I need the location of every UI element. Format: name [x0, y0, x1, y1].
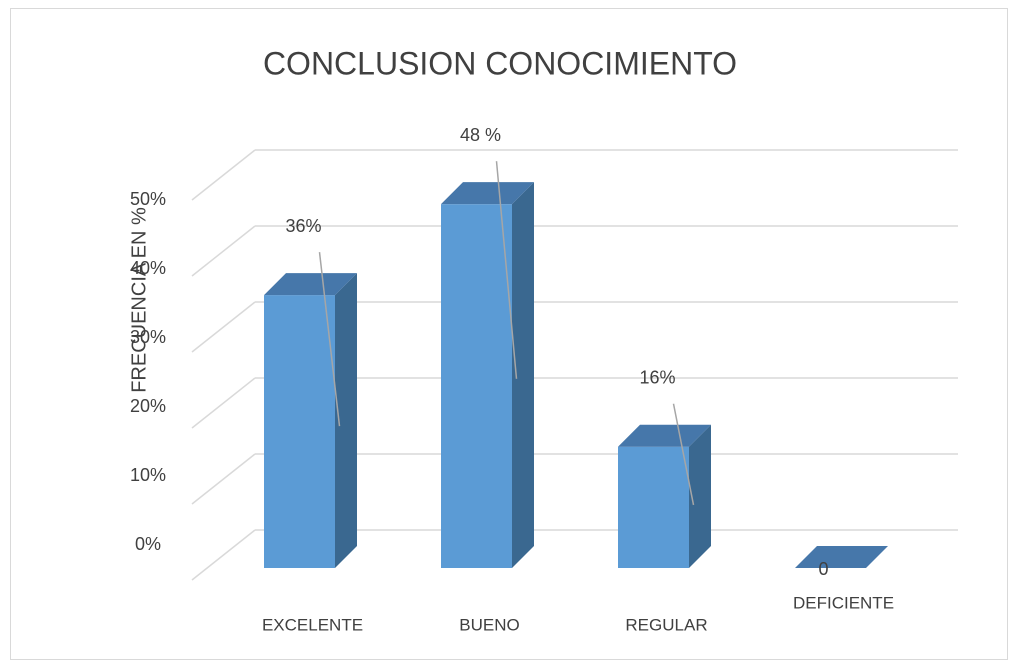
grid-line-side	[191, 225, 256, 277]
bar: 16%	[618, 367, 711, 568]
value-label: 48 %	[460, 125, 501, 145]
grid-line-side	[191, 529, 256, 581]
y-tick-label: 20%	[130, 396, 166, 416]
y-tick-label: 10%	[130, 465, 166, 485]
grid-line-side	[191, 301, 256, 353]
y-tick-label: 30%	[130, 327, 166, 347]
bar: 0	[795, 546, 888, 579]
value-label: 0	[818, 559, 828, 579]
x-tick-label: REGULAR	[625, 615, 707, 634]
bar-side	[512, 182, 534, 568]
leader-line	[318, 252, 341, 427]
grid-line-side	[191, 453, 256, 505]
y-tick-label: 40%	[130, 258, 166, 278]
x-tick-label: DEFICIENTE	[793, 593, 894, 612]
x-tick-label: EXCELENTE	[262, 615, 363, 634]
bar-top	[441, 182, 534, 205]
leader-line	[495, 161, 518, 379]
bar-top	[618, 424, 711, 447]
y-tick-label: 50%	[130, 189, 166, 209]
bar-side	[689, 424, 711, 568]
value-label: 16%	[639, 367, 675, 387]
chart-title: CONCLUSION CONOCIMIENTO	[263, 45, 737, 81]
y-axis-label: FRECUENCIA EN %	[128, 207, 150, 393]
x-tick-label: BUENO	[459, 615, 519, 634]
bar: 48 %	[441, 125, 534, 568]
bar-front	[264, 295, 335, 568]
leader-line	[672, 403, 695, 506]
grid-line-side	[191, 149, 256, 201]
grid-line-side	[191, 377, 256, 429]
bar-front	[618, 446, 689, 568]
bar-top	[264, 273, 357, 296]
y-tick-label: 0%	[135, 534, 161, 554]
value-label: 36%	[285, 216, 321, 236]
bar: 36%	[264, 216, 357, 568]
bar-top	[795, 546, 888, 568]
bar-side	[335, 273, 357, 568]
bar-front	[441, 204, 512, 568]
